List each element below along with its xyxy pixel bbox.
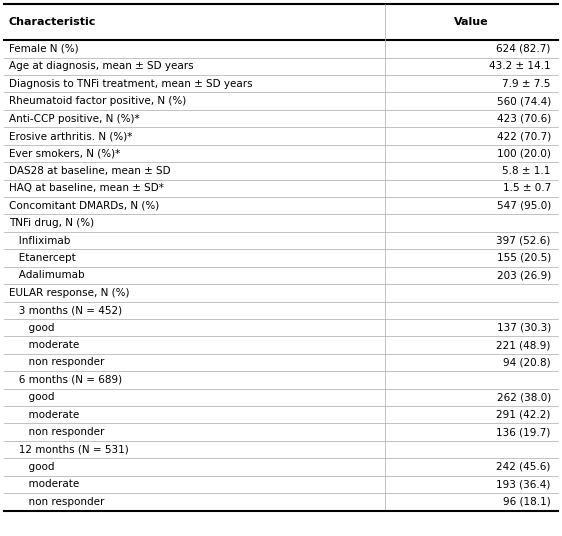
Text: Concomitant DMARDs, N (%): Concomitant DMARDs, N (%) bbox=[9, 200, 159, 211]
Text: Infliximab: Infliximab bbox=[9, 235, 70, 245]
Text: non responder: non responder bbox=[9, 497, 105, 507]
Text: Rheumatoid factor positive, N (%): Rheumatoid factor positive, N (%) bbox=[9, 96, 186, 106]
Text: Ever smokers, N (%)*: Ever smokers, N (%)* bbox=[9, 148, 120, 159]
Text: 193 (36.4): 193 (36.4) bbox=[496, 479, 551, 489]
Text: moderate: moderate bbox=[9, 340, 79, 350]
Text: 547 (95.0): 547 (95.0) bbox=[496, 200, 551, 211]
Text: moderate: moderate bbox=[9, 410, 79, 420]
Text: 3 months (N = 452): 3 months (N = 452) bbox=[9, 305, 122, 315]
Text: Age at diagnosis, mean ± SD years: Age at diagnosis, mean ± SD years bbox=[9, 61, 194, 71]
Text: Etanercept: Etanercept bbox=[9, 253, 76, 263]
Text: 100 (20.0): 100 (20.0) bbox=[497, 148, 551, 159]
Text: Diagnosis to TNFi treatment, mean ± SD years: Diagnosis to TNFi treatment, mean ± SD y… bbox=[9, 79, 252, 89]
Text: 7.9 ± 7.5: 7.9 ± 7.5 bbox=[502, 79, 551, 89]
Text: Erosive arthritis. N (%)*: Erosive arthritis. N (%)* bbox=[9, 131, 133, 141]
Text: 155 (20.5): 155 (20.5) bbox=[496, 253, 551, 263]
Text: 203 (26.9): 203 (26.9) bbox=[496, 270, 551, 280]
Text: 137 (30.3): 137 (30.3) bbox=[496, 323, 551, 333]
Text: 43.2 ± 14.1: 43.2 ± 14.1 bbox=[489, 61, 551, 71]
Text: 221 (48.9): 221 (48.9) bbox=[496, 340, 551, 350]
Text: DAS28 at baseline, mean ± SD: DAS28 at baseline, mean ± SD bbox=[9, 166, 171, 176]
Text: 96 (18.1): 96 (18.1) bbox=[503, 497, 551, 507]
Text: 397 (52.6): 397 (52.6) bbox=[496, 235, 551, 245]
Text: 94 (20.8): 94 (20.8) bbox=[503, 358, 551, 368]
Text: 291 (42.2): 291 (42.2) bbox=[496, 410, 551, 420]
Text: 560 (74.4): 560 (74.4) bbox=[496, 96, 551, 106]
Text: moderate: moderate bbox=[9, 479, 79, 489]
Text: 423 (70.6): 423 (70.6) bbox=[496, 114, 551, 124]
Text: EULAR response, N (%): EULAR response, N (%) bbox=[9, 288, 129, 298]
Text: non responder: non responder bbox=[9, 427, 105, 437]
Text: TNFi drug, N (%): TNFi drug, N (%) bbox=[9, 218, 94, 228]
Text: 1.5 ± 0.7: 1.5 ± 0.7 bbox=[502, 183, 551, 193]
Text: 262 (38.0): 262 (38.0) bbox=[496, 392, 551, 403]
Text: 422 (70.7): 422 (70.7) bbox=[496, 131, 551, 141]
Text: 5.8 ± 1.1: 5.8 ± 1.1 bbox=[502, 166, 551, 176]
Text: HAQ at baseline, mean ± SD*: HAQ at baseline, mean ± SD* bbox=[9, 183, 164, 193]
Text: Adalimumab: Adalimumab bbox=[9, 270, 85, 280]
Text: Anti-CCP positive, N (%)*: Anti-CCP positive, N (%)* bbox=[9, 114, 139, 124]
Text: non responder: non responder bbox=[9, 358, 105, 368]
Text: good: good bbox=[9, 323, 55, 333]
Text: 624 (82.7): 624 (82.7) bbox=[496, 44, 551, 54]
Text: Characteristic: Characteristic bbox=[9, 17, 96, 27]
Text: Value: Value bbox=[454, 17, 488, 27]
Text: Female N (%): Female N (%) bbox=[9, 44, 79, 54]
Text: 242 (45.6): 242 (45.6) bbox=[496, 462, 551, 472]
Text: good: good bbox=[9, 462, 55, 472]
Text: good: good bbox=[9, 392, 55, 403]
Text: 136 (19.7): 136 (19.7) bbox=[496, 427, 551, 437]
Text: 12 months (N = 531): 12 months (N = 531) bbox=[9, 444, 129, 455]
Text: 6 months (N = 689): 6 months (N = 689) bbox=[9, 375, 122, 385]
